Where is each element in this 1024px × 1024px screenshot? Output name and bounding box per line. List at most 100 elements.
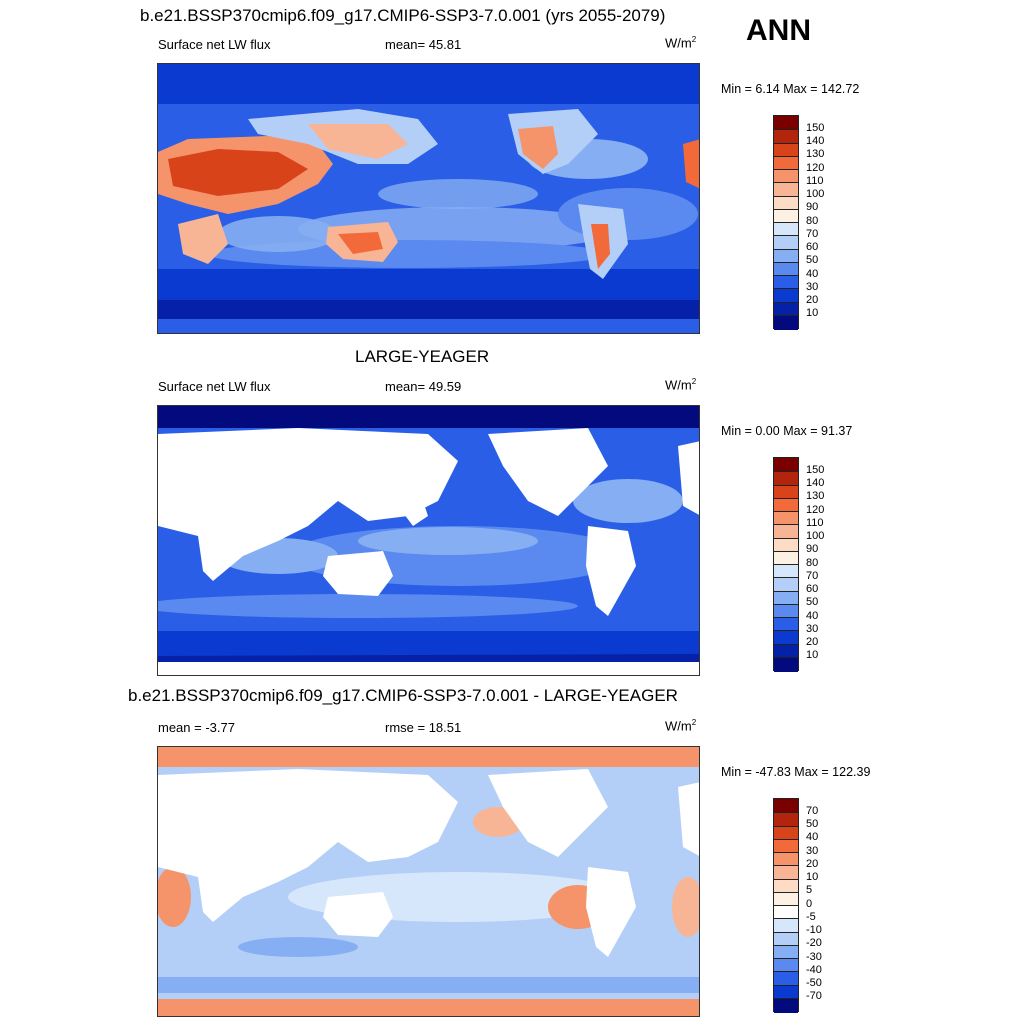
colorbar-label: 10 — [806, 649, 819, 662]
colorbar-segment — [774, 931, 798, 947]
colorbar-segment — [774, 550, 798, 566]
panel3-minmax: Min = -47.83 Max = 122.39 — [721, 765, 871, 779]
panel1-map-svg — [158, 64, 699, 333]
colorbar-label: 60 — [806, 583, 819, 595]
panel3-title: b.e21.BSSP370cmip6.f09_g17.CMIP6-SSP3-7.… — [128, 686, 678, 705]
panel3-rmse-label: rmse = 18.51 — [385, 720, 462, 735]
colorbar-label: 10 — [806, 307, 819, 320]
colorbar-segment — [774, 918, 798, 933]
colorbar-segment — [774, 905, 798, 920]
colorbar-label: 40 — [806, 609, 819, 622]
colorbar-segment — [774, 958, 798, 973]
colorbar-segment — [774, 484, 798, 500]
colorbar-segment — [774, 838, 798, 854]
colorbar-label: -30 — [806, 950, 822, 963]
colorbar-segment — [774, 155, 798, 171]
panel2-minmax: Min = 0.00 Max = 91.37 — [721, 424, 853, 438]
colorbar-label: -20 — [806, 937, 822, 950]
panel2-map-svg — [158, 406, 699, 675]
panel1-variable-label: Surface net LW flux — [158, 37, 271, 52]
panel2-variable-label: Surface net LW flux — [158, 379, 271, 394]
colorbar-label: 30 — [806, 622, 819, 635]
colorbar-segment — [774, 301, 798, 317]
colorbar-segment — [774, 288, 798, 303]
colorbar-segment — [774, 511, 798, 526]
panel1-title: b.e21.BSSP370cmip6.f09_g17.CMIP6-SSP3-7.… — [140, 6, 666, 25]
colorbar-segment — [774, 235, 798, 250]
colorbar-segment — [774, 577, 798, 592]
colorbar-segment — [774, 944, 798, 960]
colorbar-segment — [774, 524, 798, 539]
colorbar-segment — [774, 878, 798, 894]
colorbar-label: 120 — [806, 503, 825, 516]
colorbar-segment — [774, 195, 798, 211]
colorbar-segment — [774, 812, 798, 827]
colorbar-label: 40 — [806, 831, 819, 844]
colorbar-label: 70 — [806, 227, 819, 240]
panel2-mean-label: mean= 49.59 — [385, 379, 462, 394]
colorbar-label: 130 — [806, 148, 825, 161]
panel1-map — [157, 63, 700, 334]
colorbar-segment — [774, 630, 798, 645]
colorbar-segment — [774, 116, 798, 130]
colorbar-label: 130 — [806, 490, 825, 503]
colorbar-label: 80 — [806, 214, 819, 227]
colorbar-label: -5 — [806, 910, 816, 923]
colorbar-label: 90 — [806, 543, 819, 556]
colorbar-label: 70 — [806, 804, 819, 817]
colorbar-label: 40 — [806, 267, 819, 280]
panel1-units: W/m2 — [665, 35, 697, 51]
colorbar-label: 80 — [806, 556, 819, 569]
colorbar-segment — [774, 852, 798, 867]
colorbar-label: 50 — [806, 596, 819, 609]
colorbar-segment — [774, 458, 798, 472]
panel2-title: LARGE-YEAGER — [355, 347, 490, 366]
colorbar-segment — [774, 248, 798, 264]
colorbar-label: 90 — [806, 201, 819, 214]
colorbar-segment — [774, 129, 798, 144]
colorbar-label: 140 — [806, 135, 825, 147]
colorbar-label: 50 — [806, 818, 819, 830]
colorbar-segment — [774, 799, 798, 813]
colorbar-label: -70 — [806, 990, 822, 1003]
colorbar-label: 20 — [806, 857, 819, 870]
colorbar-label: 70 — [806, 569, 819, 582]
colorbar-segment — [774, 656, 798, 672]
colorbar-label: -50 — [806, 977, 822, 989]
colorbar-label: 150 — [806, 121, 825, 134]
colorbar-segment — [774, 825, 798, 841]
colorbar-label: -40 — [806, 963, 822, 976]
colorbar-segment — [774, 537, 798, 553]
colorbar-segment — [774, 564, 798, 579]
colorbar-segment — [774, 984, 798, 1000]
panel3-map — [157, 746, 700, 1017]
panel3-mean-label: mean = -3.77 — [158, 720, 235, 735]
colorbar-label: 0 — [806, 897, 813, 910]
colorbar-segment — [774, 865, 798, 880]
colorbar-label: 110 — [806, 174, 824, 187]
colorbar-segment — [774, 617, 798, 632]
colorbar-label: 60 — [806, 241, 819, 253]
panel1-minmax: Min = 6.14 Max = 142.72 — [721, 82, 860, 96]
colorbar-segment — [774, 891, 798, 907]
panel3-map-svg — [158, 747, 699, 1016]
colorbar-segment — [774, 169, 798, 184]
colorbar-segment — [774, 643, 798, 659]
colorbar-segment — [774, 971, 798, 986]
colorbar-segment — [774, 471, 798, 486]
colorbar-label: 100 — [806, 188, 825, 200]
colorbar-segment — [774, 590, 798, 606]
season-label: ANN — [746, 14, 811, 47]
panel3-units: W/m2 — [665, 718, 697, 734]
colorbar-segment — [774, 222, 798, 237]
colorbar-segment — [774, 603, 798, 619]
colorbar-label: -10 — [806, 924, 822, 936]
colorbar-segment — [774, 275, 798, 290]
colorbar-label: 120 — [806, 161, 825, 174]
colorbar-segment — [774, 314, 798, 330]
colorbar-segment — [774, 997, 798, 1013]
colorbar-label: 140 — [806, 477, 825, 489]
colorbar-label: 100 — [806, 530, 825, 542]
panel2-map — [157, 405, 700, 676]
colorbar-segment — [774, 182, 798, 197]
